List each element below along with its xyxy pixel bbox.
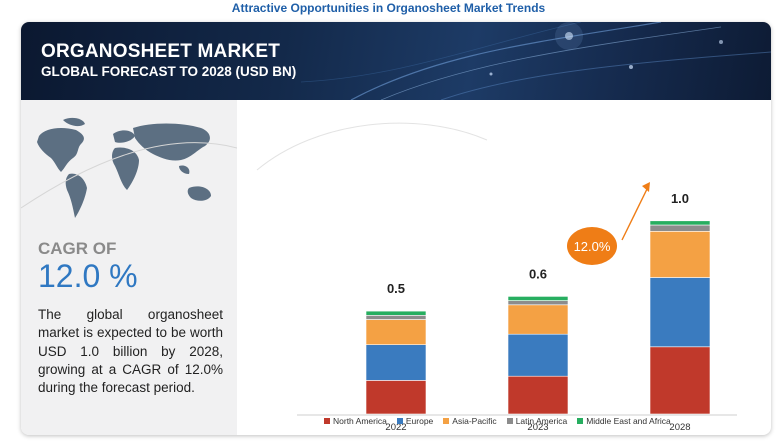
bar-segment-middle-east-and-africa-2028 [649,220,711,226]
legend-item-asia-pacific: Asia-Pacific [443,416,497,426]
bar-segment-latin-america-2023 [507,300,569,306]
bar-segment-asia-pacific-2023 [507,304,569,335]
banner-subtitle: GLOBAL FORECAST TO 2028 (USD BN) [41,64,297,79]
bar-segment-north-america-2023 [507,375,569,415]
x-tick-label-2028: 2028 [669,422,690,433]
bar-segment-middle-east-and-africa-2023 [507,296,569,301]
market-description: The global organosheet market is expecte… [38,307,223,396]
bar-segment-north-america-2022 [365,380,427,415]
legend-item-north-america: North America [324,416,387,426]
banner-title: ORGANOSHEET MARKET [41,41,280,62]
growth-arrow-head-icon [642,182,650,192]
legend-label: Latin America [515,416,568,426]
growth-arrow-line [621,184,650,241]
legend-item-middle-east-and-africa: Middle East and Africa [577,416,671,426]
infographic-card: ORGANOSHEET MARKET GLOBAL FORECAST TO 20… [21,22,771,435]
legend-swatch [443,418,450,424]
legend-label: Middle East and Africa [586,416,671,426]
cagr-label: CAGR OF [38,239,117,258]
growth-badge-label: 12.0% [574,239,611,254]
bar-segment-north-america-2028 [649,346,711,415]
page-title: Attractive Opportunities in Organosheet … [231,1,546,15]
bar-segment-latin-america-2028 [649,224,711,232]
legend-item-europe: Europe [396,416,434,426]
bar-total-label-2028: 1.0 [671,191,689,206]
bar-segment-asia-pacific-2028 [649,231,711,278]
summary-panel: CAGR OF 12.0 % The global organosheet ma… [21,100,237,435]
legend-swatch [577,418,584,424]
bar-total-label-2022: 0.5 [387,281,405,296]
bar-segment-latin-america-2022 [365,315,427,320]
bar-segment-europe-2023 [507,333,569,377]
bar-segment-middle-east-and-africa-2022 [365,310,427,316]
cagr-value: 12.0 % [38,258,138,294]
legend-swatch [506,418,513,424]
banner: ORGANOSHEET MARKET GLOBAL FORECAST TO 20… [21,22,771,100]
bar-segment-europe-2028 [649,277,711,348]
bar-total-label-2023: 0.6 [529,266,547,281]
decorative-curve [256,122,488,171]
growth-badge [567,227,617,265]
x-tick-label-2022: 2022 [385,422,406,433]
bar-segment-asia-pacific-2022 [365,319,427,346]
chart-legend: North America Europe Asia-Pacific Latin Ame… [324,416,671,426]
legend-label: Asia-Pacific [452,416,497,426]
legend-label: Europe [405,416,434,426]
chart-canvas: 0.5 2022 0.6 2023 1.0 2028 12.0% [256,122,737,433]
banner-light-streaks [300,22,771,100]
legend-label: North America [333,416,387,426]
legend-swatch [396,418,403,424]
x-tick-label-2023: 2023 [527,422,548,433]
stacked-bar-chart: 0.5 2022 0.6 2023 1.0 2028 12.0% [237,100,771,435]
legend-item-latin-america: Latin America [506,416,568,426]
legend-swatch [324,418,330,424]
world-map-icon [21,117,237,218]
bar-segment-europe-2022 [365,344,427,381]
